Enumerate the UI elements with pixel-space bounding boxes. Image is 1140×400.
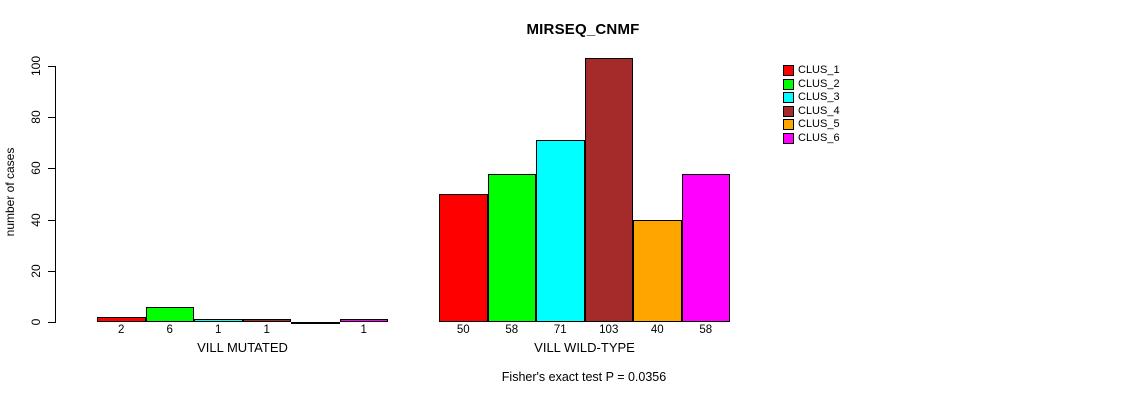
bar-value-label: 2 [118, 324, 125, 336]
y-axis-line [55, 66, 56, 323]
bar-CLUS_1 [439, 194, 488, 322]
y-tick [48, 271, 55, 272]
legend-swatch-CLUS_4 [783, 105, 794, 117]
bar-value-label: 6 [166, 324, 173, 336]
legend-item: CLUS_3 [783, 91, 840, 104]
bar-CLUS_1 [97, 317, 146, 322]
bar-value-label: 58 [505, 324, 519, 336]
y-tick [48, 322, 55, 323]
legend-label: CLUS_5 [798, 118, 840, 131]
bar-value-label: 1 [360, 324, 367, 336]
bar-value-label: 1 [263, 324, 270, 336]
legend-swatch-CLUS_6 [783, 133, 794, 144]
bar-value-label: 1 [215, 324, 222, 336]
y-tick-label: 100 [29, 55, 43, 77]
legend-label: CLUS_6 [798, 132, 840, 144]
bar-CLUS_6 [339, 319, 388, 322]
legend-label: CLUS_3 [798, 91, 840, 104]
y-tick-label: 40 [29, 213, 43, 227]
bar-CLUS_6 [681, 174, 730, 322]
chart-title: MIRSEQ_CNMF [526, 21, 640, 38]
x-group-label-mutated: VILL MUTATED [197, 340, 288, 355]
bar-value-label: 50 [456, 324, 470, 336]
bar-CLUS_4 [242, 319, 291, 322]
bar-CLUS_2 [487, 174, 536, 322]
y-tick-label: 60 [29, 161, 43, 175]
bar-CLUS_3 [536, 140, 585, 322]
legend-label: CLUS_4 [798, 104, 840, 117]
bar-value-label: 58 [699, 324, 713, 336]
y-tick [48, 220, 55, 221]
y-tick-label: 0 [29, 318, 43, 326]
legend-item: CLUS_2 [783, 78, 840, 91]
legend-swatch-CLUS_2 [783, 78, 794, 90]
legend-swatch-CLUS_1 [783, 65, 794, 76]
y-tick [48, 168, 55, 169]
bar-CLUS_5 [633, 220, 682, 322]
legend-label: CLUS_2 [798, 77, 840, 90]
bar-value-label: 103 [599, 324, 619, 336]
legend-item: CLUS_4 [783, 105, 840, 118]
bar-CLUS_2 [145, 307, 194, 322]
legend-label: CLUS_1 [798, 64, 840, 76]
y-tick-label: 20 [29, 264, 43, 278]
legend-item: CLUS_6 [783, 132, 840, 145]
y-tick [48, 117, 55, 118]
legend-item: CLUS_5 [783, 118, 840, 131]
y-tick [48, 66, 55, 67]
bar-CLUS_4 [584, 58, 633, 322]
bar-value-label: 40 [650, 324, 664, 336]
bar-value-label: 71 [553, 324, 567, 336]
fisher-test-note: Fisher's exact test P = 0.0356 [501, 370, 667, 384]
x-group-label-wildtype: VILL WILD-TYPE [534, 340, 635, 355]
legend-item: CLUS_1 [783, 64, 840, 77]
bar-CLUS_3 [194, 319, 243, 322]
legend-swatch-CLUS_3 [783, 92, 794, 104]
legend-swatch-CLUS_5 [783, 119, 794, 131]
bar-CLUS_5 [291, 322, 340, 324]
y-tick-label: 80 [29, 110, 43, 124]
